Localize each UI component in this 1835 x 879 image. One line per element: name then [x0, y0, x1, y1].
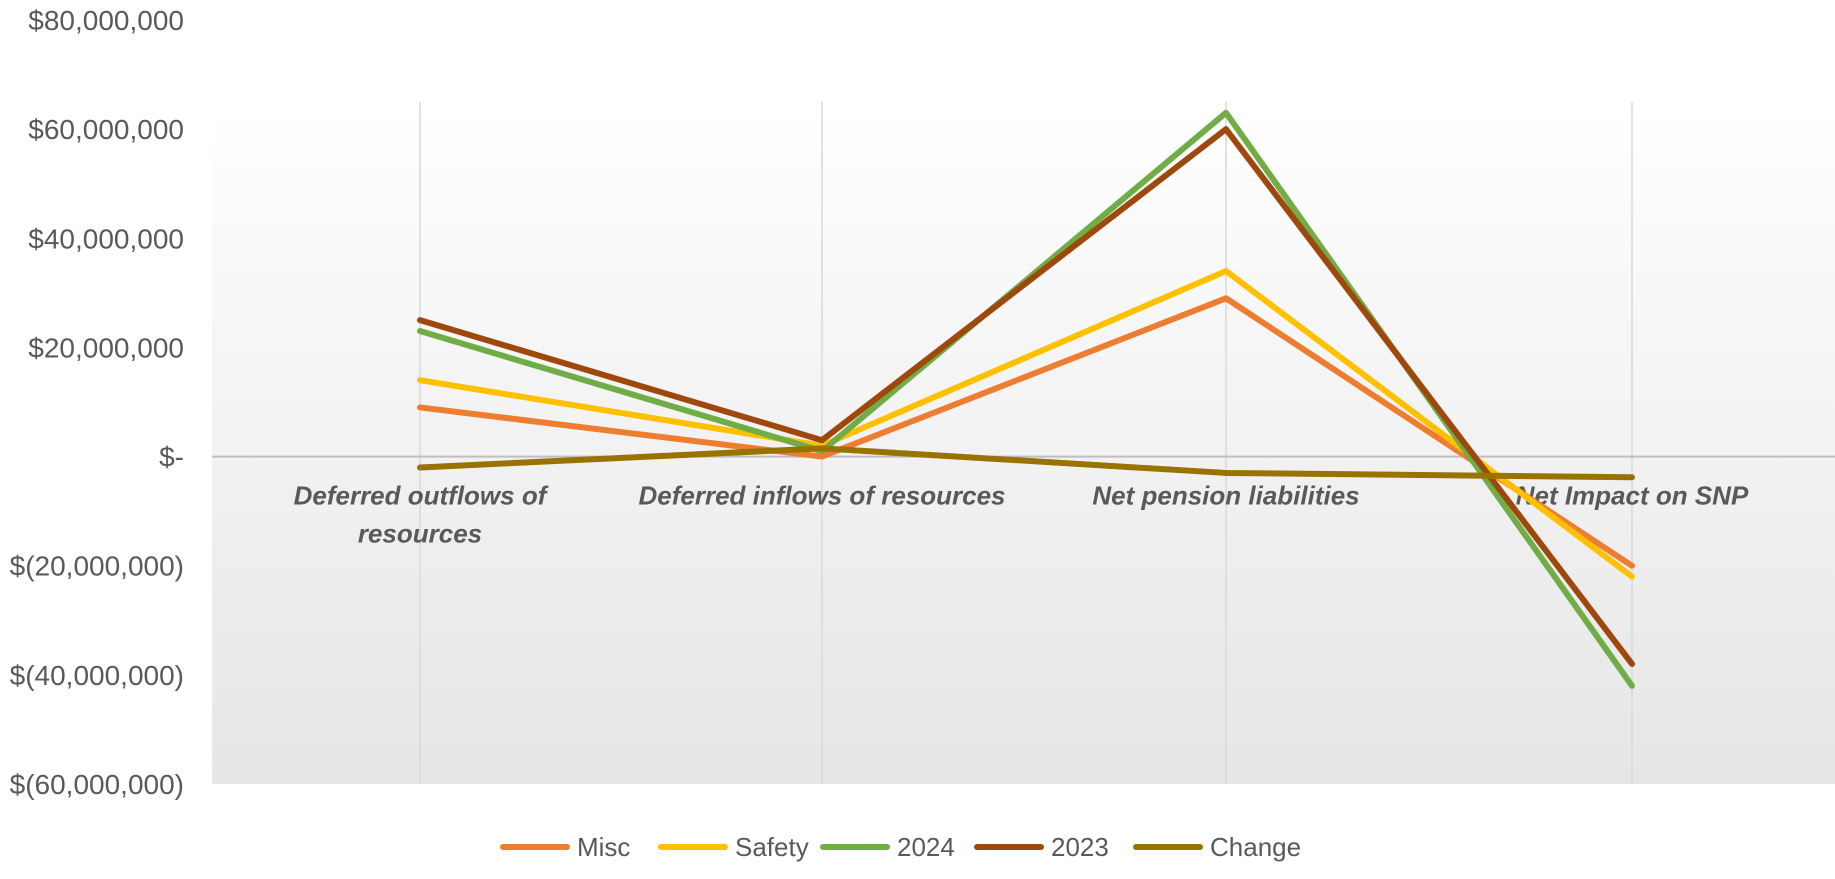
series-lines	[417, 109, 1635, 689]
legend-label: 2023	[1051, 832, 1109, 862]
y-tick-label: $(40,000,000)	[10, 660, 184, 691]
y-tick-label: $20,000,000	[28, 332, 184, 363]
legend-entry: 2023	[974, 832, 1109, 862]
series-line-2023	[417, 126, 1635, 667]
legend-label: Change	[1210, 832, 1301, 862]
y-tick-label: $60,000,000	[28, 114, 184, 145]
y-tick-label: $80,000,000	[28, 5, 184, 36]
x-category-label: Deferred outflows of resources	[294, 481, 549, 549]
y-tick-label: $40,000,000	[28, 223, 184, 254]
gridlines	[419, 101, 1633, 784]
legend: Misc Safety 2024 2023 Change	[500, 832, 1301, 862]
legend-entry: Misc	[500, 832, 630, 862]
x-category-label: Net Impact on SNP	[1516, 481, 1749, 511]
legend-label: Misc	[577, 832, 630, 862]
plot-area	[212, 108, 1835, 784]
y-axis: $80,000,000 $60,000,000 $40,000,000 $20,000…	[10, 5, 1835, 800]
legend-entry: Change	[1133, 832, 1301, 862]
legend-entry: 2024	[820, 832, 955, 862]
series-line-safety	[417, 268, 1635, 580]
series-line-change	[417, 445, 1635, 481]
series-line-misc	[417, 295, 1635, 569]
x-category-label: Deferred inflows of resources	[639, 481, 1006, 511]
x-category-label: Net pension liabilities	[1092, 481, 1359, 511]
legend-label: 2024	[897, 832, 955, 862]
y-tick-label: $(20,000,000)	[10, 551, 184, 582]
x-axis: Deferred outflows of resources Deferred in…	[294, 481, 1749, 549]
legend-label: Safety	[735, 832, 809, 862]
legend-entry: Safety	[658, 832, 809, 862]
y-tick-label: $(60,000,000)	[10, 769, 184, 800]
y-tick-label: $-	[159, 442, 184, 473]
